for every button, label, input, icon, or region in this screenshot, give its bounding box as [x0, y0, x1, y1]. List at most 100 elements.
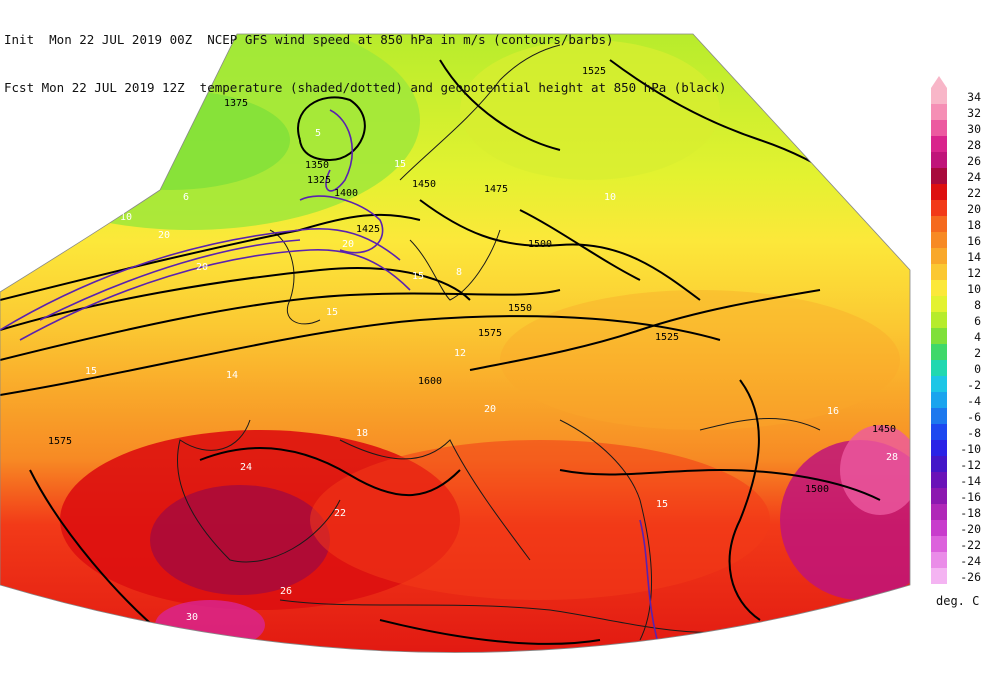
warm-region-east-europe: [500, 290, 900, 430]
temperature-label: 16: [827, 406, 839, 417]
colorbar-swatch: [931, 104, 947, 120]
colorbar-swatch: [931, 216, 947, 232]
colorbar-swatch: [931, 408, 947, 424]
colorbar-swatch: [931, 424, 947, 440]
colorbar-swatch: [931, 312, 947, 328]
colorbar-label: 8: [974, 298, 981, 312]
wind-label: 10: [120, 212, 132, 223]
colorbar-swatch: [931, 184, 947, 200]
colorbar-swatch: [931, 520, 947, 536]
height-label: 1525: [655, 332, 679, 343]
height-label: 1325: [307, 175, 331, 186]
height-label: 1450: [412, 179, 436, 190]
temperature-label: 20: [484, 404, 496, 415]
wind-label: 15: [656, 499, 668, 510]
wind-label: 15: [326, 307, 338, 318]
wind-label: 15: [85, 366, 97, 377]
colorbar-label: -6: [967, 410, 981, 424]
colorbar-swatch: [931, 360, 947, 376]
colorbar-label: 26: [967, 154, 981, 168]
wind-contours: [0, 109, 661, 651]
colorbar-swatch: [931, 248, 947, 264]
temperature-label: 14: [226, 370, 238, 381]
forecast-line: Fcst Mon 22 JUL 2019 12Z temperature (sh…: [4, 80, 727, 95]
colorbar-label: -22: [960, 538, 981, 552]
colorbar-label: 28: [967, 138, 981, 152]
colorbar-label: -2: [967, 378, 981, 392]
colorbar-label: 10: [967, 282, 981, 296]
temperature-label: 18: [356, 428, 368, 439]
height-labels: 1375 1350 1325 1400 1450 1425 1475 1500 …: [48, 66, 896, 495]
colorbar-swatch: [931, 376, 947, 392]
temperature-label: 28: [886, 452, 898, 463]
colorbar-label: 0: [974, 362, 981, 376]
temperature-label: 26: [280, 586, 292, 597]
wind-label: 20: [342, 239, 354, 250]
wind-label: 15: [412, 271, 424, 282]
colorbar-swatch: [931, 136, 947, 152]
colorbar-units: deg. C: [936, 594, 980, 608]
colorbar-swatch: [931, 264, 947, 280]
colorbar-label: -20: [960, 522, 981, 536]
height-label: 1400: [334, 188, 358, 199]
height-label: 1425: [356, 224, 380, 235]
colorbar-label: 2: [974, 346, 981, 360]
height-label: 1600: [418, 376, 442, 387]
colorbar-label: -14: [960, 474, 981, 488]
warm-region-mediterranean: [310, 440, 770, 600]
wind-labels: 15 20 20 15 15 10 5 15 20 15: [85, 128, 668, 510]
height-label: 1575: [478, 328, 502, 339]
colorbar-swatch: [931, 152, 947, 168]
height-label: 1450: [872, 424, 896, 435]
wind-label: 20: [196, 262, 208, 273]
colorbar-swatch: [931, 456, 947, 472]
wind-label: 15: [394, 159, 406, 170]
cool-region-scandinavia: [460, 40, 720, 180]
colorbar-label: 4: [974, 330, 981, 344]
colorbar-swatch: [931, 472, 947, 488]
coastlines: [176, 44, 821, 641]
height-label: 1575: [48, 436, 72, 447]
temperature-labels: 10 12 14 16 18 20 22 24 26 28 30 8 6: [183, 192, 898, 623]
temperature-label: 30: [186, 612, 198, 623]
temperature-label: 24: [240, 462, 252, 473]
colorbar-label: 20: [967, 202, 981, 216]
colorbar-label: -12: [960, 458, 981, 472]
hot-core-africa: [155, 600, 265, 650]
colorbar-label: 30: [967, 122, 981, 136]
colorbar-label: -8: [967, 426, 981, 440]
hot-core-middle-east: [840, 425, 910, 515]
colorbar-label: 34: [967, 90, 981, 104]
height-label: 1375: [224, 98, 248, 109]
colorbar-label: 22: [967, 186, 981, 200]
colorbar-label: 12: [967, 266, 981, 280]
temperature-colorbar: 34 32 30 28 26 24 22 20 18 16 14 12 10 8 6 4 2 0 -2 -4 -6 -8-…: [931, 76, 983, 588]
colorbar-label: -26: [960, 570, 981, 584]
colorbar-label: 6: [974, 314, 981, 328]
colorbar-label: 32: [967, 106, 981, 120]
colorbar-swatch: [931, 200, 947, 216]
wind-label: 5: [315, 128, 321, 139]
temperature-label: 22: [334, 508, 346, 519]
colorbar-swatch: [931, 296, 947, 312]
colorbar-arrow-icon: [931, 76, 947, 88]
temperature-label: 12: [454, 348, 466, 359]
hot-core-iberia: [150, 485, 330, 595]
colorbar-label: 16: [967, 234, 981, 248]
colorbar-swatch: [931, 232, 947, 248]
colorbar-label: 14: [967, 250, 981, 264]
map-header: Init Mon 22 JUL 2019 00Z NCEP GFS wind s…: [4, 0, 726, 112]
height-label: 1350: [305, 160, 329, 171]
colorbar-label: 24: [967, 170, 981, 184]
height-label: 1475: [484, 184, 508, 195]
colorbar-swatch: [931, 280, 947, 296]
domain-outline: [0, 33, 911, 653]
colorbar-label: -18: [960, 506, 981, 520]
temperature-label: 6: [183, 192, 189, 203]
temperature-label: 8: [456, 267, 462, 278]
colorbar-swatch: [931, 344, 947, 360]
colorbar-swatch: [931, 120, 947, 136]
colorbar-swatch: [931, 328, 947, 344]
colorbar-swatch: [931, 440, 947, 456]
